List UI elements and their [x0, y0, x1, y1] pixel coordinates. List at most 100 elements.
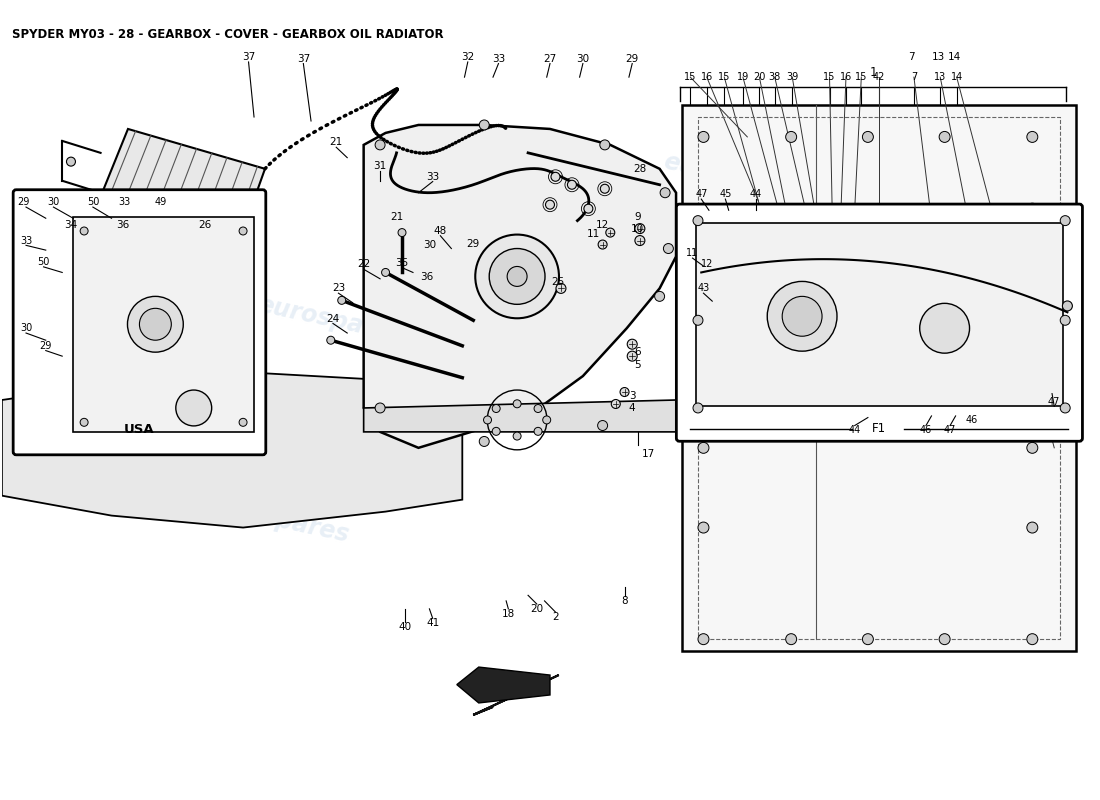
- Text: 19: 19: [737, 72, 749, 82]
- Circle shape: [507, 266, 527, 286]
- Text: 33: 33: [426, 172, 439, 182]
- Text: 2: 2: [552, 612, 559, 622]
- Text: 30: 30: [576, 54, 590, 64]
- Circle shape: [698, 203, 708, 214]
- Circle shape: [398, 229, 406, 237]
- Text: 6: 6: [635, 347, 641, 357]
- Circle shape: [627, 339, 637, 349]
- Polygon shape: [473, 675, 559, 715]
- Bar: [698, 117, 1059, 639]
- Circle shape: [535, 405, 542, 413]
- Circle shape: [480, 437, 490, 446]
- Text: 4: 4: [629, 403, 636, 413]
- Circle shape: [239, 227, 248, 235]
- Circle shape: [1026, 203, 1037, 214]
- Text: eurospares: eurospares: [200, 492, 352, 547]
- Text: 29: 29: [626, 54, 639, 64]
- Circle shape: [546, 200, 554, 209]
- Circle shape: [785, 634, 796, 645]
- Circle shape: [901, 330, 977, 406]
- Text: 11: 11: [686, 248, 698, 258]
- Circle shape: [327, 336, 334, 344]
- Circle shape: [80, 227, 88, 235]
- Circle shape: [782, 353, 812, 383]
- Text: 36: 36: [420, 272, 433, 282]
- Text: 28: 28: [634, 164, 647, 174]
- Circle shape: [862, 131, 873, 142]
- Circle shape: [660, 188, 670, 198]
- FancyBboxPatch shape: [676, 204, 1082, 442]
- Circle shape: [663, 243, 673, 254]
- Polygon shape: [100, 129, 265, 237]
- Circle shape: [128, 296, 184, 352]
- Circle shape: [920, 303, 969, 353]
- Text: 15: 15: [823, 72, 836, 82]
- Circle shape: [1026, 522, 1037, 533]
- Polygon shape: [74, 217, 254, 432]
- Text: 29: 29: [18, 198, 30, 207]
- Circle shape: [584, 204, 593, 213]
- Text: 37: 37: [242, 52, 255, 62]
- Circle shape: [693, 216, 703, 226]
- Text: 11: 11: [587, 229, 601, 239]
- Circle shape: [1026, 634, 1037, 645]
- Circle shape: [1063, 301, 1072, 311]
- Text: 3: 3: [629, 391, 636, 401]
- Text: 7: 7: [909, 52, 915, 62]
- Text: 47: 47: [1048, 397, 1060, 406]
- Text: 13: 13: [934, 72, 946, 82]
- Text: USA: USA: [124, 423, 155, 436]
- Text: 12: 12: [701, 259, 713, 270]
- Text: 7: 7: [911, 72, 917, 82]
- Circle shape: [1060, 216, 1070, 226]
- Circle shape: [480, 120, 490, 130]
- Circle shape: [556, 283, 565, 294]
- Text: 23: 23: [332, 283, 345, 294]
- Text: 31: 31: [374, 162, 387, 171]
- Circle shape: [762, 334, 832, 403]
- Circle shape: [782, 296, 822, 336]
- Text: 14: 14: [950, 72, 962, 82]
- Circle shape: [382, 269, 389, 277]
- Circle shape: [698, 442, 708, 454]
- Text: 34: 34: [64, 220, 78, 230]
- Text: 9: 9: [635, 212, 641, 222]
- Text: 21: 21: [389, 212, 404, 222]
- Circle shape: [693, 315, 703, 326]
- Text: 24: 24: [327, 314, 340, 324]
- Circle shape: [654, 291, 664, 302]
- Text: 8: 8: [621, 596, 628, 606]
- Text: 18: 18: [502, 609, 515, 618]
- Text: eurospares: eurospares: [661, 150, 812, 204]
- Text: 50: 50: [87, 198, 99, 207]
- Text: 44: 44: [750, 190, 762, 199]
- Polygon shape: [364, 125, 676, 448]
- Text: 13: 13: [932, 52, 945, 62]
- Text: 32: 32: [461, 52, 474, 62]
- Circle shape: [862, 634, 873, 645]
- Text: SPYDER MY03 - 28 - GEARBOX - COVER - GEARBOX OIL RADIATOR: SPYDER MY03 - 28 - GEARBOX - COVER - GEA…: [12, 29, 443, 42]
- Text: 50: 50: [37, 257, 50, 267]
- Text: 45: 45: [719, 190, 732, 199]
- Circle shape: [606, 228, 615, 237]
- Text: 33: 33: [119, 198, 131, 207]
- Text: 39: 39: [786, 72, 799, 82]
- Text: 33: 33: [492, 54, 505, 64]
- Circle shape: [1026, 131, 1037, 142]
- Text: 47: 47: [944, 426, 956, 435]
- Circle shape: [635, 235, 645, 246]
- Circle shape: [66, 157, 76, 166]
- Text: 27: 27: [543, 54, 557, 64]
- Text: 16: 16: [839, 72, 853, 82]
- FancyBboxPatch shape: [13, 190, 266, 455]
- Circle shape: [513, 400, 521, 408]
- Text: 44: 44: [848, 426, 861, 435]
- Circle shape: [375, 403, 385, 413]
- Circle shape: [698, 634, 708, 645]
- Circle shape: [375, 140, 385, 150]
- Text: 30: 30: [422, 239, 436, 250]
- Circle shape: [1060, 315, 1070, 326]
- Circle shape: [612, 399, 620, 409]
- Circle shape: [1026, 283, 1037, 294]
- Circle shape: [698, 522, 708, 533]
